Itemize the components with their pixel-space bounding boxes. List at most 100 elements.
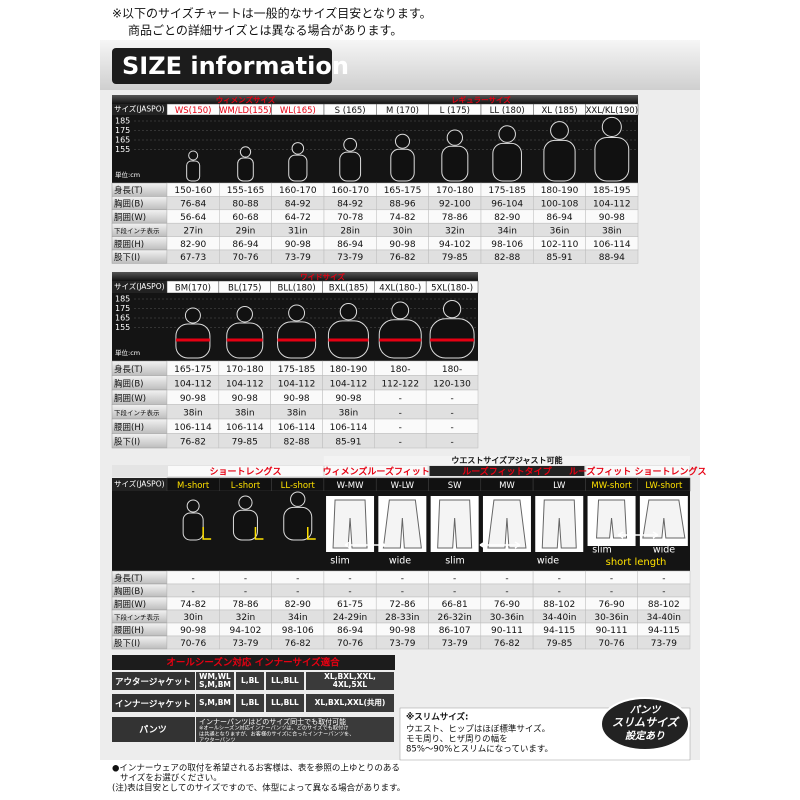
- size-value: -: [296, 574, 299, 584]
- size-value: -: [244, 574, 247, 584]
- figure-head: [188, 150, 199, 161]
- note-line: ※以下のサイズチャートは一般的なサイズ目安となります。: [112, 6, 432, 21]
- figure-head: [498, 125, 516, 143]
- size-value: 30in: [393, 226, 413, 236]
- size-value: 86-94: [337, 240, 363, 250]
- inner-cell: [306, 672, 394, 690]
- size-value: 32in: [445, 226, 465, 236]
- size-value: -: [453, 574, 456, 584]
- figure-body: [339, 151, 362, 182]
- value-cell: [425, 433, 479, 449]
- inner-cell: [306, 694, 394, 712]
- inner-value: LL,BLL: [271, 698, 299, 707]
- size-value: 70-78: [337, 213, 363, 223]
- size-value: 67-73: [180, 253, 206, 263]
- figure-body: [390, 148, 415, 182]
- size-value: 112-122: [381, 379, 419, 389]
- size-value: 90-111: [596, 626, 628, 636]
- scale-label: 165: [115, 314, 130, 323]
- figure-head: [186, 499, 200, 513]
- size-label: SW: [448, 481, 462, 491]
- size-value: 78-86: [232, 600, 258, 610]
- size-value: -: [610, 587, 613, 597]
- scale-label: 175: [115, 126, 130, 135]
- table-note: ウエストサイズアジャスト可能: [451, 455, 562, 465]
- note-bar: [323, 456, 690, 465]
- size-value: 104-112: [593, 200, 631, 210]
- size-value: 32in: [236, 613, 256, 623]
- value-cell: [637, 635, 691, 650]
- group-label: ウィメンズサイズ: [216, 95, 276, 105]
- figure-body: [429, 318, 475, 359]
- group-label: ルーズフィット ショートレングス: [569, 466, 707, 478]
- header-title: SIZE information: [122, 52, 349, 80]
- size-value: 90-98: [284, 394, 310, 404]
- size-label: WL(165): [280, 106, 316, 116]
- size-value: 104-112: [174, 379, 212, 389]
- size-label: LL (180): [490, 106, 525, 116]
- figure-label: wide: [653, 545, 675, 556]
- size-value: -: [399, 423, 402, 433]
- row-label: 腰囲(H): [114, 626, 144, 636]
- inner-cell: [236, 694, 264, 712]
- inner-title: オールシーズン対応 インナーサイズ適合: [166, 657, 340, 669]
- size-value: 82-88: [284, 437, 310, 447]
- size-value: 73-79: [442, 639, 468, 649]
- size-value: 98-106: [491, 240, 523, 250]
- size-value: -: [296, 587, 299, 597]
- slim-badge-text: 設定あり: [625, 730, 665, 742]
- pants-figure: [642, 499, 686, 539]
- inner-cell: [196, 672, 234, 690]
- inner-value: L,BL: [241, 698, 259, 707]
- size-value: 165-175: [384, 186, 422, 196]
- pants-figure: [596, 499, 628, 539]
- length-mark: [307, 527, 316, 540]
- size-value: 30-36in: [490, 613, 524, 623]
- size-label: S (165): [335, 106, 366, 116]
- size-value: -: [244, 587, 247, 597]
- size-value: 104-112: [226, 379, 264, 389]
- size-value: 82-90: [180, 240, 206, 250]
- figure-head: [236, 306, 253, 323]
- size-value: 185-195: [593, 186, 631, 196]
- size-value: 170-180: [226, 365, 264, 375]
- inner-cell: [266, 694, 304, 712]
- size-value: 73-79: [651, 639, 677, 649]
- size-value: 70-76: [232, 253, 258, 263]
- row-label: 下段インチ表示: [114, 226, 160, 235]
- slim-note-title: ※スリムサイズ:: [406, 712, 468, 723]
- size-value: 79-85: [546, 639, 572, 649]
- size-value: -: [610, 574, 613, 584]
- size-label: M-short: [177, 481, 210, 491]
- size-label: BL(175): [228, 284, 261, 294]
- size-value: 98-106: [282, 626, 314, 636]
- scale-label: 155: [115, 145, 130, 154]
- inner-value: XL,BXL,XXL(共用): [315, 697, 386, 707]
- figure-body: [232, 509, 258, 541]
- row-label: 胸囲(B): [114, 586, 143, 597]
- figure-label: slim: [330, 556, 349, 567]
- figure-head: [290, 491, 306, 507]
- inner-value: S,M,BM: [199, 680, 231, 689]
- inner-value: WM,WL: [199, 672, 231, 681]
- size-value: 90-98: [389, 626, 415, 636]
- size-label: LL-short: [281, 481, 316, 491]
- size-value: -: [401, 587, 404, 597]
- row-label: 腰囲(H): [114, 423, 144, 433]
- group-cell: [429, 466, 585, 476]
- figure-body: [594, 136, 630, 182]
- size-value: -: [662, 587, 665, 597]
- scale-label: 175: [115, 304, 130, 313]
- size-value: 61-75: [337, 600, 363, 610]
- size-value: 82-88: [494, 253, 520, 263]
- slim-badge-text: パンツ: [630, 704, 663, 716]
- figure-body: [441, 145, 469, 182]
- group-bar: [112, 272, 478, 281]
- size-value: 74-82: [180, 600, 206, 610]
- size-value: 73-79: [337, 253, 363, 263]
- inner-cell: [236, 672, 264, 690]
- row-label: 胸囲(B): [114, 378, 143, 389]
- size-label: WS(150): [175, 106, 212, 116]
- row-label: 下段インチ表示: [114, 613, 160, 622]
